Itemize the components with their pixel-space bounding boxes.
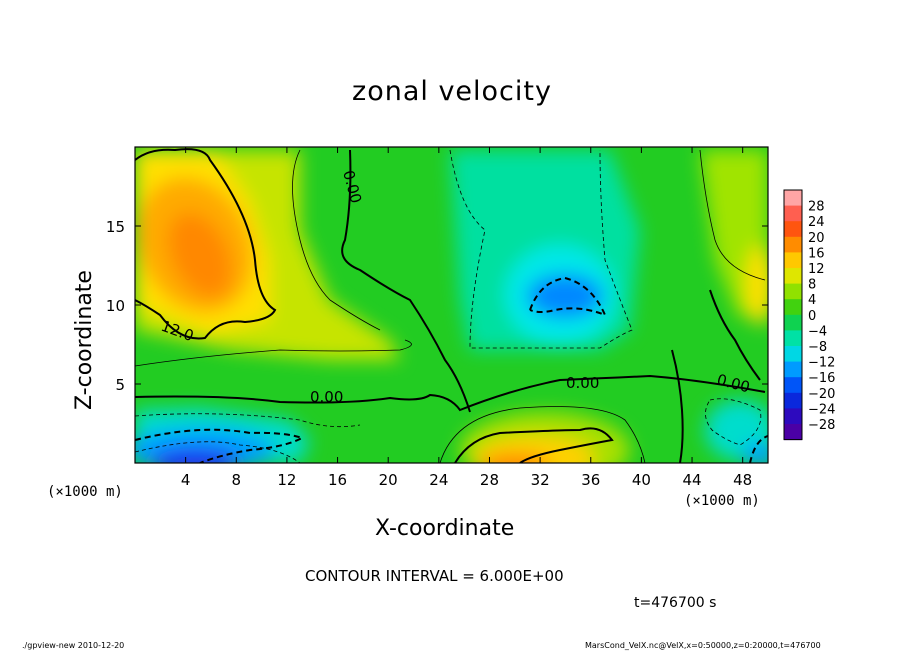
colorbar-cell	[784, 408, 802, 425]
colorbar-cell	[784, 392, 802, 409]
footer-left: ./gpview-new 2010-12-20	[22, 641, 125, 650]
colorbar-label: 4	[808, 293, 816, 308]
contour-label-group: 12.0 0.00 0.00 0.00 0.00	[159, 168, 752, 406]
colorbar-cell	[784, 190, 802, 207]
contour-interval-text: CONTOUR INTERVAL = 6.000E+00	[305, 567, 564, 585]
colorbar-cell	[784, 314, 802, 331]
chart-title: zonal velocity	[352, 76, 552, 107]
colorbar-cell	[784, 377, 802, 394]
x-tick-label: 8	[232, 471, 242, 489]
colorbar-label: −20	[808, 387, 835, 402]
x-axis-label: X-coordinate	[375, 516, 515, 541]
colorbar-label: −16	[808, 371, 835, 386]
x-tick-label: 12	[277, 471, 296, 489]
x-tick-label: 28	[480, 471, 499, 489]
contour-lines	[135, 148, 768, 463]
x-tick-label: 4	[181, 471, 191, 489]
colorbar-cell	[784, 283, 802, 300]
x-tick-label: 48	[733, 471, 752, 489]
colorbar-cell	[784, 330, 802, 347]
x-tick-label: 44	[682, 471, 701, 489]
colorbar-cell	[784, 299, 802, 316]
x-tick-label: 24	[429, 471, 448, 489]
colorbar-cell	[784, 424, 802, 441]
colorbar-label: −12	[808, 356, 835, 371]
colorbar-label: 8	[808, 278, 816, 293]
time-label: t=476700 s	[634, 595, 717, 611]
colorbar-label: −28	[808, 418, 835, 433]
colorbar-cell	[784, 361, 802, 378]
y-unit-note: (×1000 m)	[47, 484, 123, 500]
colorbar-label: 0	[808, 309, 816, 324]
y-tick-label: 5	[115, 376, 125, 394]
y-axis-label: Z-coordinate	[72, 270, 97, 410]
colorbar-label: −4	[808, 324, 827, 339]
y-tick-label: 10	[106, 297, 125, 315]
colorbar-label: 28	[808, 200, 825, 215]
colorbar-cell	[784, 252, 802, 269]
contour-label-zero-left: 0.00	[310, 388, 343, 406]
x-tick-label: 32	[531, 471, 550, 489]
x-axis: 4 8 12 16 20 24 28 32 36 40 44 48	[181, 147, 752, 489]
colorbar-label: −24	[808, 402, 835, 417]
colorbar-label: 20	[808, 231, 825, 246]
colorbar-label: −8	[808, 340, 827, 355]
y-axis: 5 10 15	[106, 218, 768, 394]
x-tick-label: 16	[328, 471, 347, 489]
x-tick-label: 40	[632, 471, 651, 489]
heatmap-field: 12.0 0.00 0.00 0.00 0.00	[135, 147, 768, 463]
colorbar-label: 24	[808, 215, 825, 230]
colorbar-cell	[784, 236, 802, 253]
footer-right: MarsCond_VelX.nc@VelX,x=0:50000,z=0:2000…	[585, 641, 821, 650]
colorbar-frame	[783, 189, 803, 441]
colorbar-label: 12	[808, 262, 825, 277]
colorbar-label: 16	[808, 246, 825, 261]
colorbar-cell	[784, 221, 802, 238]
contour-label-zero-mid: 0.00	[566, 374, 599, 392]
x-unit-note: (×1000 m)	[684, 493, 760, 509]
x-tick-label: 36	[581, 471, 600, 489]
x-tick-label: 20	[379, 471, 398, 489]
colorbar-cell	[784, 346, 802, 363]
y-tick-label: 15	[106, 218, 125, 236]
colorbar-cell	[784, 268, 802, 285]
colorbar-cell	[784, 205, 802, 222]
